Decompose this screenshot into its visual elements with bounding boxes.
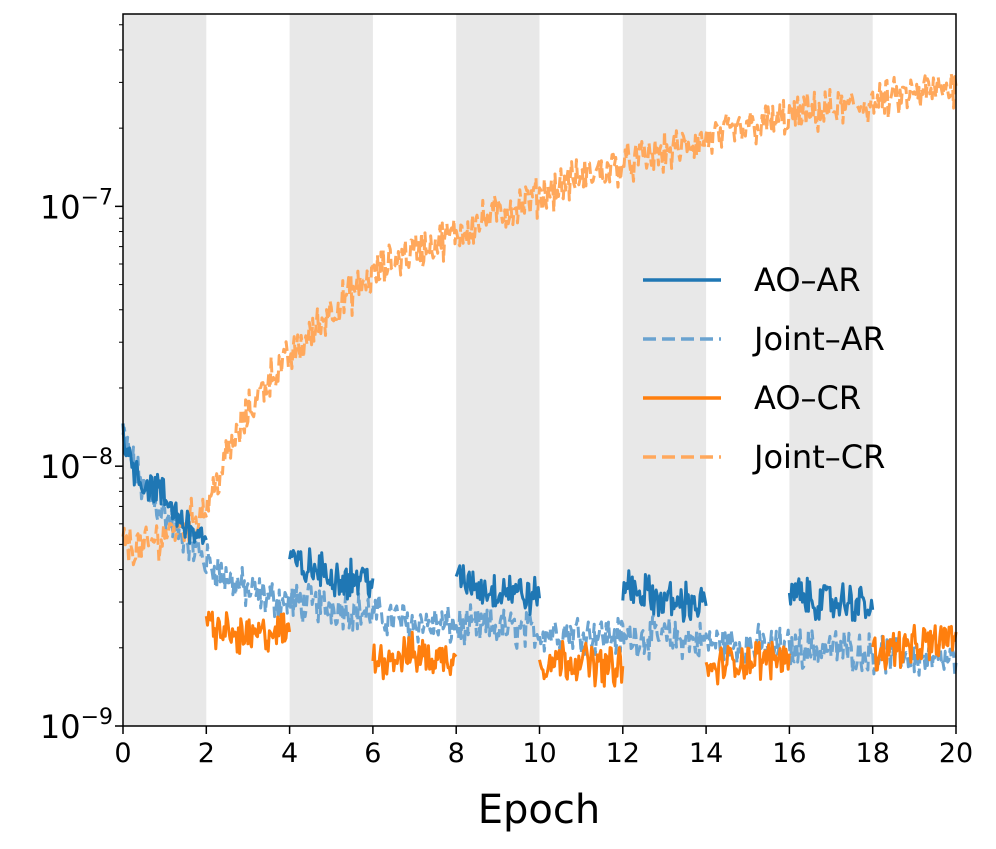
legend-label-Joint–CR: Joint–CR [752,438,885,476]
x-tick-label-6: 6 [364,738,381,769]
x-tick-label-20: 20 [939,738,973,769]
x-tick-label-18: 18 [856,738,890,769]
legend-label-Joint–AR: Joint–AR [752,320,885,358]
series-line-AO–AR-seg-1 [288,547,375,601]
y-tick-label-2: 10−7 [40,185,113,226]
x-tick-label-12: 12 [606,738,640,769]
series-line-AO–CR-seg-1 [371,630,458,681]
legend-label-AO–CR: AO–CR [754,379,861,417]
x-tick-label-2: 2 [198,738,215,769]
x-tick-label-14: 14 [689,738,723,769]
x-axis-title: Epoch [478,787,600,833]
x-axis: 0 2 4 6 8 10 12 14 16 18 20 [114,726,973,769]
series-line-AO–CR-seg-3 [704,640,791,686]
y-tick-label-1: 10−8 [40,445,113,486]
series-line-Joint–AR-seg-0 [121,426,958,677]
series-line-AO–AR-seg-2 [454,564,541,616]
series-line-AO–CR-seg-2 [538,639,625,688]
series-line-AO–CR-seg-4 [871,623,958,672]
legend-label-AO–AR: AO–AR [754,261,861,299]
legend: AO–AR Joint–AR AO–CR Joint–CR [643,261,885,476]
shaded-epoch-bands [123,14,873,726]
series-line-Joint–CR-seg-0 [121,71,958,567]
x-tick-label-16: 16 [772,738,806,769]
x-tick-label-8: 8 [448,738,465,769]
x-tick-label-10: 10 [522,738,556,769]
shaded-band-3 [622,14,707,726]
series-line-AO–CR-seg-0 [204,610,292,655]
y-tick-label-0: 10−9 [40,705,113,746]
series-line-AO–AR-seg-3 [621,569,708,623]
x-tick-label-0: 0 [114,738,131,769]
x-tick-label-4: 4 [281,738,298,769]
series-line-AO–AR-seg-4 [787,576,875,622]
series-line-AO–AR-seg-0 [121,423,208,545]
shaded-band-0 [123,14,207,726]
series-layer [121,71,958,688]
y-axis: 10−9 10−8 10−7 [40,24,123,746]
